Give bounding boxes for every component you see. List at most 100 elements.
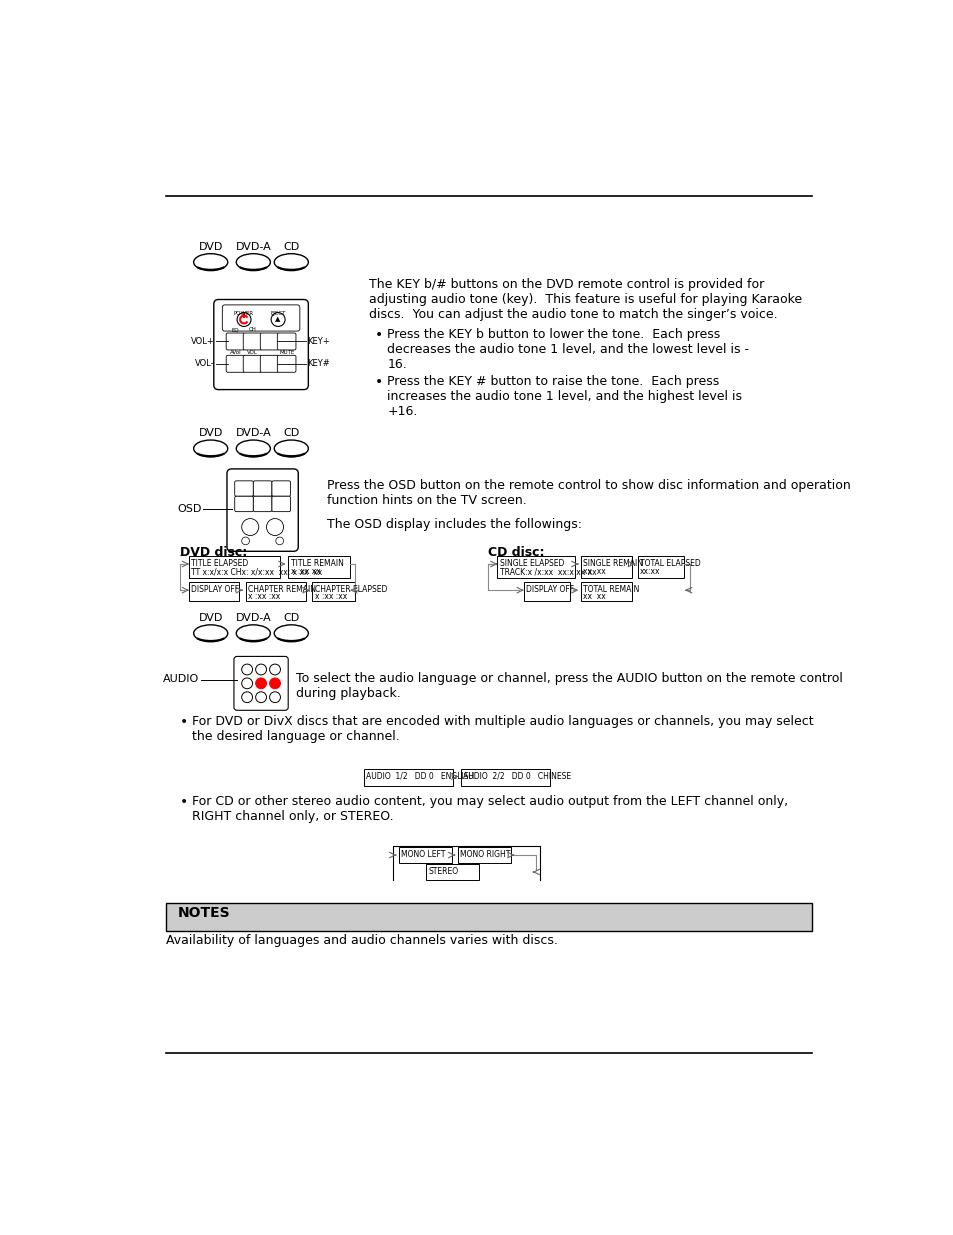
Circle shape bbox=[275, 537, 283, 545]
Circle shape bbox=[255, 692, 266, 703]
Text: VOL+: VOL+ bbox=[191, 337, 214, 346]
Text: EQ: EQ bbox=[232, 327, 239, 332]
Text: •: • bbox=[375, 374, 383, 389]
Text: x :xx :xx: x :xx :xx bbox=[248, 592, 280, 601]
FancyBboxPatch shape bbox=[260, 356, 278, 372]
Text: ▲: ▲ bbox=[275, 316, 280, 322]
Text: DVD-A: DVD-A bbox=[235, 242, 271, 252]
Circle shape bbox=[236, 312, 251, 326]
Text: Press the KEY # button to raise the tone.  Each press
increases the audio tone 1: Press the KEY # button to raise the tone… bbox=[387, 374, 741, 417]
Text: AUDIO: AUDIO bbox=[163, 674, 199, 684]
Text: CHAPTER ELAPSED: CHAPTER ELAPSED bbox=[314, 585, 387, 594]
Circle shape bbox=[266, 519, 283, 536]
Circle shape bbox=[241, 664, 253, 674]
Text: KEY+: KEY+ bbox=[307, 337, 330, 346]
Text: NOTES: NOTES bbox=[178, 906, 231, 920]
Bar bbox=[245, 583, 306, 601]
FancyBboxPatch shape bbox=[226, 356, 245, 372]
Text: To select the audio language or channel, press the AUDIO button on the remote co: To select the audio language or channel,… bbox=[295, 672, 841, 700]
Text: CD disc:: CD disc: bbox=[488, 546, 544, 558]
Text: •: • bbox=[375, 329, 383, 342]
Bar bbox=[312, 583, 355, 601]
FancyBboxPatch shape bbox=[226, 333, 245, 350]
Text: For DVD or DivX discs that are encoded with multiple audio languages or channels: For DVD or DivX discs that are encoded w… bbox=[192, 715, 813, 743]
Circle shape bbox=[241, 537, 249, 545]
Text: TITLE ELAPSED: TITLE ELAPSED bbox=[192, 558, 249, 568]
Text: DVD-A: DVD-A bbox=[235, 614, 271, 624]
Text: The KEY b/# buttons on the DVD remote control is provided for
adjusting audio to: The KEY b/# buttons on the DVD remote co… bbox=[369, 278, 801, 321]
Text: •: • bbox=[179, 795, 188, 809]
FancyBboxPatch shape bbox=[277, 333, 295, 350]
Text: CD: CD bbox=[283, 429, 299, 438]
Bar bbox=[497, 556, 575, 578]
Bar bbox=[189, 583, 239, 601]
FancyBboxPatch shape bbox=[277, 356, 295, 372]
FancyBboxPatch shape bbox=[272, 480, 291, 496]
Circle shape bbox=[255, 678, 266, 689]
FancyBboxPatch shape bbox=[260, 333, 278, 350]
Text: POWER: POWER bbox=[233, 311, 253, 316]
Text: x :xx xx: x :xx xx bbox=[291, 567, 320, 577]
Text: CH: CH bbox=[249, 327, 256, 332]
FancyBboxPatch shape bbox=[227, 469, 298, 551]
Text: DVD: DVD bbox=[198, 614, 223, 624]
Circle shape bbox=[241, 678, 253, 689]
Bar bbox=[426, 864, 478, 879]
Bar bbox=[288, 556, 350, 578]
Circle shape bbox=[271, 312, 285, 326]
Bar bbox=[523, 583, 570, 601]
Bar bbox=[460, 769, 550, 785]
Circle shape bbox=[241, 692, 253, 703]
Text: TRACK:x /x:xx  xx:x xx xx: TRACK:x /x:xx xx:x xx xx bbox=[499, 567, 596, 577]
Text: CD: CD bbox=[283, 242, 299, 252]
Text: TITLE REMAIN: TITLE REMAIN bbox=[291, 558, 343, 568]
Circle shape bbox=[270, 664, 280, 674]
Text: The OSD display includes the followings:: The OSD display includes the followings: bbox=[327, 517, 581, 531]
Text: STEREO: STEREO bbox=[428, 867, 458, 876]
Text: CHAPTER REMAIN: CHAPTER REMAIN bbox=[248, 585, 315, 594]
Text: For CD or other stereo audio content, you may select audio output from the LEFT : For CD or other stereo audio content, yo… bbox=[192, 795, 787, 823]
FancyBboxPatch shape bbox=[222, 305, 299, 331]
Bar bbox=[457, 847, 510, 863]
Text: DVD disc:: DVD disc: bbox=[179, 546, 247, 558]
Text: Press the OSD button on the remote control to show disc information and operatio: Press the OSD button on the remote contr… bbox=[327, 479, 850, 508]
FancyBboxPatch shape bbox=[243, 333, 261, 350]
Text: MONO LEFT: MONO LEFT bbox=[401, 850, 445, 858]
Text: AVol: AVol bbox=[230, 350, 241, 354]
Text: SINGLE ELAPSED: SINGLE ELAPSED bbox=[499, 558, 563, 568]
Text: DVD: DVD bbox=[198, 242, 223, 252]
Text: AUDIO  1/2   DD 0   ENGLISH: AUDIO 1/2 DD 0 ENGLISH bbox=[366, 771, 475, 781]
Bar bbox=[166, 903, 811, 930]
Bar bbox=[637, 556, 683, 578]
Text: CD: CD bbox=[283, 614, 299, 624]
FancyBboxPatch shape bbox=[213, 300, 308, 389]
FancyBboxPatch shape bbox=[253, 480, 272, 496]
FancyBboxPatch shape bbox=[253, 496, 272, 511]
Text: DISPLAY OFF: DISPLAY OFF bbox=[192, 585, 239, 594]
Text: xx  xx: xx xx bbox=[583, 567, 605, 577]
Text: Press the KEY b button to lower the tone.  Each press
decreases the audio tone 1: Press the KEY b button to lower the tone… bbox=[387, 329, 749, 372]
Text: DISPLAY OFF: DISPLAY OFF bbox=[525, 585, 574, 594]
Bar bbox=[364, 769, 453, 785]
Text: OSD: OSD bbox=[177, 504, 201, 514]
Text: KEY#: KEY# bbox=[307, 359, 330, 368]
Bar bbox=[398, 847, 452, 863]
Text: xx:xx: xx:xx bbox=[639, 567, 659, 577]
Text: SINGLE REMAIN: SINGLE REMAIN bbox=[583, 558, 643, 568]
FancyBboxPatch shape bbox=[272, 496, 291, 511]
FancyBboxPatch shape bbox=[233, 656, 288, 710]
Bar bbox=[189, 556, 280, 578]
Circle shape bbox=[255, 664, 266, 674]
FancyBboxPatch shape bbox=[243, 356, 261, 372]
Text: x :xx :xx: x :xx :xx bbox=[314, 592, 347, 601]
Text: TOTAL REMAIN: TOTAL REMAIN bbox=[583, 585, 639, 594]
Text: Availability of languages and audio channels varies with discs.: Availability of languages and audio chan… bbox=[166, 934, 558, 946]
Text: VOL: VOL bbox=[247, 350, 257, 354]
Bar bbox=[580, 583, 631, 601]
Bar bbox=[580, 556, 631, 578]
Text: DVD: DVD bbox=[198, 429, 223, 438]
Text: VOL-: VOL- bbox=[194, 359, 214, 368]
Text: AUDIO  2/2   DD 0   CHINESE: AUDIO 2/2 DD 0 CHINESE bbox=[463, 771, 571, 781]
FancyBboxPatch shape bbox=[234, 480, 253, 496]
Text: TT x:x/x:x CHx: x/x:xx  xx: x xx  xx: TT x:x/x:x CHx: x/x:xx xx: x xx xx bbox=[192, 567, 322, 577]
